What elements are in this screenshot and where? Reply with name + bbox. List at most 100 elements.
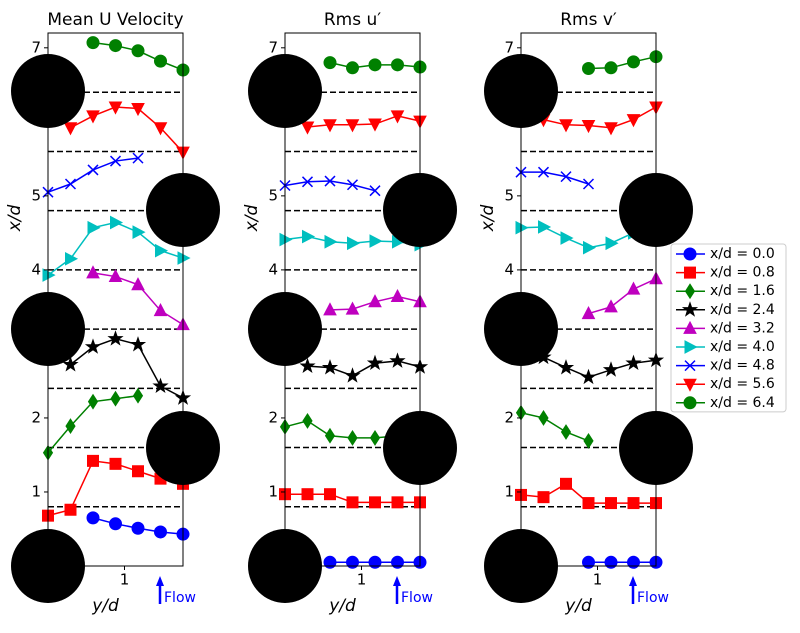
marker bbox=[684, 266, 696, 279]
marker bbox=[131, 277, 145, 291]
marker bbox=[538, 220, 552, 234]
marker bbox=[582, 62, 595, 76]
marker bbox=[109, 39, 122, 53]
marker bbox=[390, 288, 405, 303]
marker bbox=[87, 164, 99, 176]
marker bbox=[300, 121, 315, 135]
y-tick-label: 1 bbox=[268, 482, 278, 500]
marker bbox=[323, 56, 337, 70]
marker bbox=[369, 185, 381, 197]
y-tick-label: 4 bbox=[268, 260, 278, 278]
marker bbox=[537, 166, 550, 178]
marker bbox=[604, 555, 618, 569]
marker bbox=[154, 54, 167, 68]
marker bbox=[301, 176, 314, 188]
marker bbox=[515, 220, 529, 235]
axes-frame bbox=[520, 32, 657, 567]
marker bbox=[321, 359, 339, 375]
marker bbox=[604, 61, 618, 75]
marker bbox=[560, 424, 572, 440]
marker bbox=[390, 110, 405, 124]
marker bbox=[152, 377, 169, 394]
marker bbox=[107, 330, 124, 346]
marker bbox=[627, 55, 640, 69]
marker bbox=[368, 294, 382, 308]
marker bbox=[132, 387, 144, 404]
series-line bbox=[588, 278, 657, 315]
y-axis-label: x/d bbox=[478, 205, 498, 233]
marker bbox=[627, 497, 640, 510]
y-tick-label: 2 bbox=[268, 408, 278, 426]
marker bbox=[683, 396, 697, 410]
legend-label: x/d = 6.4 bbox=[710, 395, 775, 411]
panel: 1 2 4 5 7 1 Rms v′ y/d x/d Flow bbox=[478, 10, 693, 616]
marker bbox=[301, 488, 314, 501]
marker bbox=[153, 122, 168, 136]
series-line bbox=[70, 106, 184, 153]
x-tick-label: 1 bbox=[593, 571, 603, 589]
marker bbox=[626, 281, 641, 295]
marker bbox=[132, 152, 144, 164]
marker bbox=[582, 555, 595, 569]
y-tick-label: 2 bbox=[31, 408, 41, 426]
marker bbox=[302, 229, 316, 244]
marker bbox=[605, 236, 619, 251]
marker bbox=[560, 231, 574, 245]
marker bbox=[345, 119, 360, 133]
marker bbox=[582, 178, 595, 190]
marker bbox=[537, 491, 550, 504]
flow-arrowhead bbox=[629, 576, 637, 586]
marker bbox=[42, 268, 56, 282]
marker bbox=[366, 354, 384, 371]
marker bbox=[347, 236, 361, 251]
marker bbox=[324, 234, 338, 249]
flow-arrowhead bbox=[393, 576, 401, 586]
marker bbox=[86, 265, 100, 279]
marker bbox=[538, 410, 549, 426]
marker bbox=[346, 179, 359, 191]
marker bbox=[324, 427, 336, 444]
marker bbox=[368, 58, 382, 72]
axes-frame bbox=[47, 32, 184, 567]
marker bbox=[177, 251, 191, 265]
marker bbox=[154, 525, 167, 539]
marker bbox=[683, 247, 697, 261]
marker bbox=[109, 517, 122, 531]
marker bbox=[559, 119, 573, 133]
marker bbox=[627, 555, 640, 569]
y-tick-label: 5 bbox=[31, 186, 41, 204]
marker bbox=[369, 496, 381, 509]
marker bbox=[323, 555, 337, 569]
legend: x/d = 0.0 x/d = 0.8 x/d = 1.6 x/d = 2.4 x/d … bbox=[670, 243, 787, 413]
legend-label: x/d = 3.2 bbox=[710, 320, 775, 336]
marker bbox=[684, 283, 696, 300]
panel: 1 2 4 5 7 1 Mean U Velocity y/d x/d Flow bbox=[5, 10, 220, 616]
x-tick-label: 1 bbox=[357, 571, 367, 589]
marker bbox=[64, 178, 77, 190]
marker bbox=[683, 378, 697, 392]
flow-label: Flow bbox=[164, 590, 196, 606]
marker bbox=[368, 555, 382, 569]
marker bbox=[344, 367, 361, 383]
marker bbox=[129, 336, 147, 352]
marker bbox=[602, 361, 620, 377]
marker bbox=[63, 122, 78, 136]
marker bbox=[84, 338, 102, 354]
marker bbox=[109, 457, 122, 470]
x-axis-label: y/d bbox=[91, 596, 119, 616]
marker bbox=[110, 390, 121, 407]
legend-label: x/d = 0.8 bbox=[710, 265, 775, 281]
marker bbox=[86, 110, 100, 124]
marker bbox=[302, 412, 313, 429]
marker bbox=[131, 521, 145, 535]
y-tick-label: 4 bbox=[31, 260, 41, 278]
y-axis-label: x/d bbox=[5, 205, 25, 233]
marker bbox=[560, 477, 572, 490]
y-axis-label: x/d bbox=[242, 205, 262, 233]
marker bbox=[369, 234, 383, 248]
series-line bbox=[521, 171, 589, 185]
marker bbox=[583, 240, 597, 255]
chart-title: Mean U Velocity bbox=[47, 10, 183, 30]
marker bbox=[346, 555, 359, 569]
